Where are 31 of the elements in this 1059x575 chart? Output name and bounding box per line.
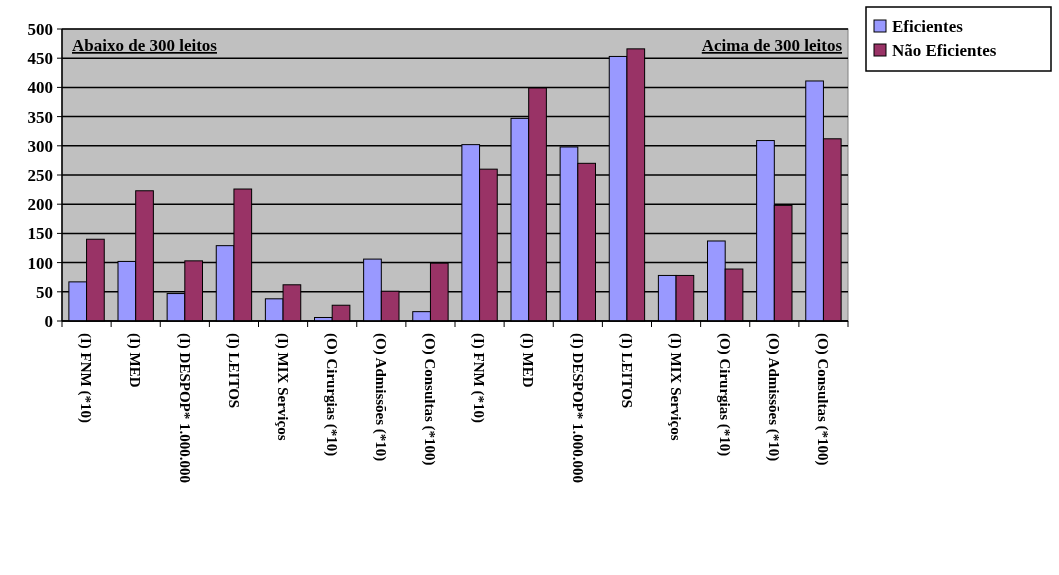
x-tick-label: (I) DESPOP* 1.000.000: [175, 333, 193, 483]
x-tick-label: (O) Cirurgias (*10): [715, 333, 733, 457]
legend-label: Eficientes: [892, 16, 964, 36]
y-tick-label: 50: [36, 282, 53, 302]
legend-label: Não Eficientes: [892, 40, 997, 60]
y-tick-label: 300: [27, 136, 53, 156]
x-tick-label: (O) Cirurgias (*10): [322, 333, 340, 457]
y-tick-label: 450: [27, 49, 53, 69]
y-tick-label: 150: [27, 224, 53, 244]
y-tick-label: 350: [27, 107, 53, 127]
y-tick-label: 250: [27, 165, 53, 185]
x-tick-label: (O) Admissões (*10): [765, 333, 783, 462]
x-tick-label: (O) Consultas (*100): [421, 333, 439, 466]
x-tick-label: (I) FNM (*10): [77, 333, 95, 423]
y-tick-label: 500: [27, 19, 53, 39]
x-tick-label: (O) Consultas (*100): [814, 333, 832, 466]
x-tick-label: (I) MED: [126, 333, 144, 388]
x-tick-label: (O) Admissões (*10): [372, 333, 390, 462]
x-tick-label: (I) DESPOP* 1.000.000: [568, 333, 586, 483]
y-tick-label: 100: [27, 253, 53, 273]
y-tick-label: 200: [27, 195, 53, 215]
y-tick-label: 0: [44, 311, 53, 331]
annotation: Abaixo de 300 leitos: [72, 36, 218, 55]
x-tick-label: (I) FNM (*10): [470, 333, 488, 423]
x-tick-label: (I) LEITOS: [224, 333, 242, 409]
y-tick-label: 400: [27, 78, 53, 98]
annotation: Acima de 300 leitos: [701, 36, 843, 55]
x-tick-label: (I) MIX Serviços: [273, 333, 291, 441]
x-tick-label: (I) MED: [519, 333, 537, 388]
x-tick-label: (I) MIX Serviços: [666, 333, 684, 441]
x-tick-label: (I) LEITOS: [617, 333, 635, 409]
